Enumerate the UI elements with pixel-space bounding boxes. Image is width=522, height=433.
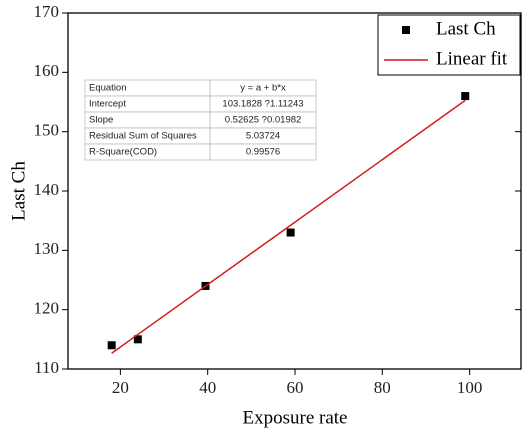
legend-marker (402, 26, 410, 34)
table-text: Residual Sum of Squares (89, 131, 197, 142)
table-text: 0.52625 ?0.01982 (225, 115, 302, 126)
x-tick-label: 100 (457, 378, 483, 397)
data-point (286, 228, 295, 237)
table-text: Intercept (89, 99, 126, 110)
y-tick-label: 160 (34, 61, 60, 80)
table-text: 5.03724 (246, 131, 280, 142)
y-tick-label: 130 (34, 239, 60, 258)
table-text: Equation (89, 83, 127, 94)
table-text: Slope (89, 115, 113, 126)
y-axis-label: Last Ch (8, 161, 29, 221)
data-point (461, 92, 470, 101)
legend-box (377, 14, 521, 76)
table-text: 0.99576 (246, 147, 280, 158)
data-point (133, 335, 142, 344)
fit-line (111, 99, 466, 354)
legend-label: Linear fit (436, 48, 508, 69)
x-tick-label: 60 (287, 378, 304, 397)
x-tick-label: 40 (199, 378, 216, 397)
x-tick-label: 80 (374, 378, 391, 397)
table-text: y = a + b*x (240, 83, 286, 94)
y-tick-label: 120 (34, 299, 60, 318)
y-tick-label: 140 (34, 180, 60, 199)
table-text: R-Square(COD) (89, 147, 157, 158)
y-tick-label: 170 (34, 2, 60, 21)
y-tick-label: 150 (34, 121, 60, 140)
x-tick-label: 20 (112, 378, 129, 397)
x-axis-label: Exposure rate (243, 407, 348, 428)
y-tick-label: 110 (34, 358, 59, 377)
legend-label: Last Ch (436, 18, 496, 39)
table-cell (209, 143, 317, 161)
table-text: 103.1828 ?1.11243 (222, 99, 303, 110)
data-point (107, 341, 116, 350)
